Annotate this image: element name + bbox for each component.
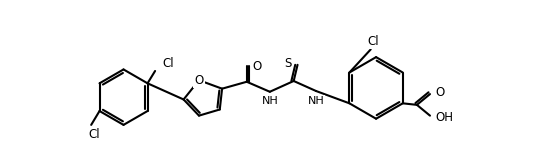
Text: Cl: Cl	[163, 57, 175, 70]
Text: Cl: Cl	[88, 128, 100, 141]
Text: O: O	[252, 60, 261, 73]
Text: Cl: Cl	[367, 35, 379, 48]
Text: O: O	[435, 86, 445, 99]
Text: NH: NH	[262, 96, 278, 106]
Text: OH: OH	[435, 111, 453, 124]
Text: NH: NH	[308, 96, 324, 106]
Text: S: S	[284, 57, 292, 70]
Text: O: O	[194, 74, 203, 87]
